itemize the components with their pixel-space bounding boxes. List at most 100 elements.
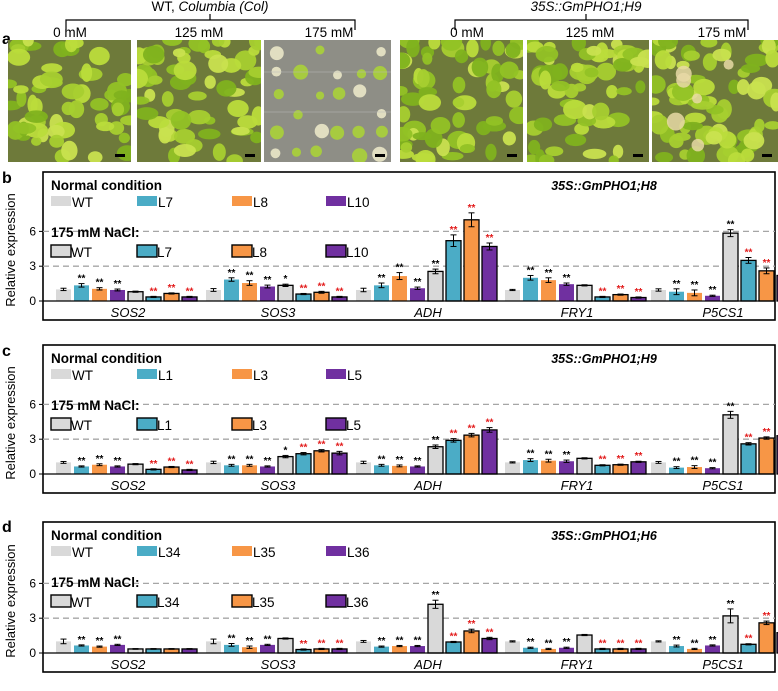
legend-salt-heading: 175 mM NaCl: xyxy=(51,398,140,413)
seedling-leaf xyxy=(68,100,85,119)
seedling-photo xyxy=(400,40,523,162)
bar-salt xyxy=(463,219,480,302)
seedling-leaf xyxy=(764,121,778,130)
bar-salt xyxy=(463,630,480,654)
seedling-leaf xyxy=(499,61,519,79)
significance-star: ** xyxy=(264,456,272,467)
seedling-leaf xyxy=(211,40,225,47)
seedling-leaf xyxy=(208,54,229,73)
significance-star: ** xyxy=(527,637,535,648)
significance-star: ** xyxy=(709,635,717,646)
seedling-leaf xyxy=(120,115,131,126)
seedling-leaf xyxy=(248,40,261,51)
legend-salt-label: L7 xyxy=(157,245,172,260)
significance-star: ** xyxy=(450,225,458,236)
category-label: ADH xyxy=(413,305,442,320)
legend-salt-swatch xyxy=(325,594,347,608)
category-label: P5CS1 xyxy=(702,478,743,493)
significance-star: ** xyxy=(745,248,753,259)
seedling-leaf xyxy=(418,94,442,111)
legend-normal-heading: Normal condition xyxy=(51,178,162,193)
seedling-leaf xyxy=(198,128,221,140)
bleached-seedling xyxy=(666,112,685,131)
seedling-leaf xyxy=(161,91,174,107)
seedling-leaf xyxy=(564,133,587,147)
seedling-photo xyxy=(652,40,778,162)
seedling-leaf xyxy=(216,80,237,97)
seedling-leaf xyxy=(736,79,750,95)
seedling-leaf xyxy=(671,82,695,101)
bar-salt xyxy=(127,463,144,475)
significance-star: ** xyxy=(78,274,86,285)
bar-normal xyxy=(392,276,407,301)
plot-frame xyxy=(42,171,776,321)
legend-salt-label: L34 xyxy=(157,595,180,610)
panel-b: b 0 3 6 Relative expression 35S::GmPHO1;H8 No… xyxy=(2,170,778,321)
seedling-leaf xyxy=(400,126,413,142)
bar-normal xyxy=(541,280,556,301)
seedling-leaf xyxy=(466,40,479,58)
seedling-leaf xyxy=(418,87,438,97)
significance-star: ** xyxy=(727,220,735,231)
seedling-leaf xyxy=(170,110,192,130)
seedling-leaf xyxy=(705,130,723,145)
significance-star: ** xyxy=(318,638,326,649)
y-tick-label: 6 xyxy=(29,576,36,590)
seedling-leaf xyxy=(430,116,451,135)
seedling-leaf xyxy=(545,146,564,157)
seedling-leaf xyxy=(64,40,78,53)
seedling-photo xyxy=(527,40,649,162)
seedling-leaf xyxy=(612,144,624,159)
seedling-leaf xyxy=(613,58,633,72)
bar-salt xyxy=(163,292,180,302)
seedling-leaf xyxy=(24,110,48,123)
significance-star: ** xyxy=(727,599,735,610)
bar-normal xyxy=(260,286,275,301)
chart-title: 35S::GmPHO1;H8 xyxy=(551,179,657,193)
seedling-leaf xyxy=(400,142,413,153)
legend-salt-label: L10 xyxy=(346,245,369,260)
seedling-leaf xyxy=(231,126,250,136)
significance-star: ** xyxy=(745,634,753,645)
bar-normal xyxy=(92,288,107,301)
y-tick-label: 6 xyxy=(29,397,36,411)
bar-normal xyxy=(224,465,239,474)
significance-star: ** xyxy=(486,233,494,244)
seedling-leaf xyxy=(740,63,761,73)
seedling-leaf xyxy=(740,148,755,162)
bar-normal xyxy=(687,467,702,474)
bar-normal xyxy=(410,466,425,474)
seedling-leaf xyxy=(652,97,660,106)
seedling-leaf xyxy=(111,102,125,117)
legend-salt-heading: 175 mM NaCl: xyxy=(51,225,140,240)
seedling-leaf xyxy=(652,114,669,135)
bar-salt xyxy=(612,464,629,475)
bar-salt xyxy=(758,622,775,654)
legend-normal-label: L10 xyxy=(347,195,370,210)
seedling-leaf xyxy=(765,49,778,68)
seedling-leaf xyxy=(571,40,586,52)
seedling-leaf xyxy=(12,122,37,134)
significance-star: ** xyxy=(691,638,699,649)
significance-star: ** xyxy=(336,286,344,297)
seedling-leaf xyxy=(485,116,504,126)
significance-star: ** xyxy=(709,458,717,469)
seedling-leaf xyxy=(716,99,732,120)
legend-normal-label: WT xyxy=(72,195,93,210)
significance-star: ** xyxy=(527,265,535,276)
legend-normal-swatch xyxy=(51,196,71,206)
significance-star: ** xyxy=(336,441,344,452)
seedling-leaf xyxy=(8,48,31,66)
seedling-leaf xyxy=(61,140,78,161)
seedling-leaf xyxy=(39,71,63,87)
significance-star: ** xyxy=(635,287,643,298)
legend-salt-swatch xyxy=(136,244,158,258)
category-label: ADH xyxy=(413,657,442,672)
legend-salt-label: L35 xyxy=(252,595,275,610)
conc-label: 175 mM xyxy=(698,25,747,40)
significance-star: ** xyxy=(468,619,476,630)
chart-title: 35S::GmPHO1;H9 xyxy=(551,352,657,366)
bar-normal xyxy=(505,641,520,653)
significance-star: ** xyxy=(318,281,326,292)
seedling-leaf xyxy=(61,83,85,100)
